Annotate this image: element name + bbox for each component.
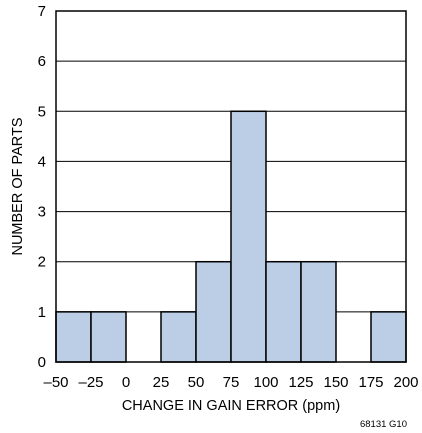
x-tick-label: –50	[43, 374, 68, 391]
y-axis-title: NUMBER OF PARTS	[10, 117, 26, 255]
figure-id: 68131 G10	[360, 419, 407, 430]
x-tick-labels: –50 –25 0 25 50 75 100 125 150 175 200	[43, 374, 418, 391]
histogram-bar	[265, 260, 302, 363]
histogram-bar	[370, 311, 407, 363]
histogram-bar	[90, 311, 127, 363]
x-tick-label: 125	[288, 374, 313, 391]
x-tick-label: 175	[358, 374, 383, 391]
plot-frame	[55, 10, 407, 363]
x-tick-label: 0	[122, 374, 130, 391]
x-tick-label: –25	[78, 374, 103, 391]
x-axis-title: CHANGE IN GAIN ERROR (ppm)	[122, 398, 340, 414]
x-tick-label: 150	[323, 374, 348, 391]
x-tick-label: 25	[153, 374, 170, 391]
y-tick-label: 1	[38, 304, 46, 321]
y-tick-label: 7	[38, 3, 46, 20]
x-tick-label: 50	[188, 374, 205, 391]
y-tick-label: 6	[38, 53, 46, 70]
x-tick-label: 75	[223, 374, 240, 391]
y-tick-label: 5	[38, 103, 46, 120]
histogram-bar	[300, 260, 337, 363]
y-tick-label: 3	[38, 204, 46, 221]
y-tick-label: 2	[38, 254, 46, 271]
x-tick-label: 200	[393, 374, 418, 391]
histogram-bar	[55, 311, 92, 363]
y-tick-labels: 0 1 2 3 4 5 6 7	[38, 3, 46, 371]
y-tick-label: 4	[38, 153, 46, 170]
histogram-bar	[160, 311, 197, 363]
bars	[55, 110, 407, 363]
histogram-bar	[195, 260, 232, 363]
x-tick-label: 100	[253, 374, 278, 391]
histogram-bar	[230, 110, 267, 363]
y-tick-label: 0	[38, 354, 46, 371]
